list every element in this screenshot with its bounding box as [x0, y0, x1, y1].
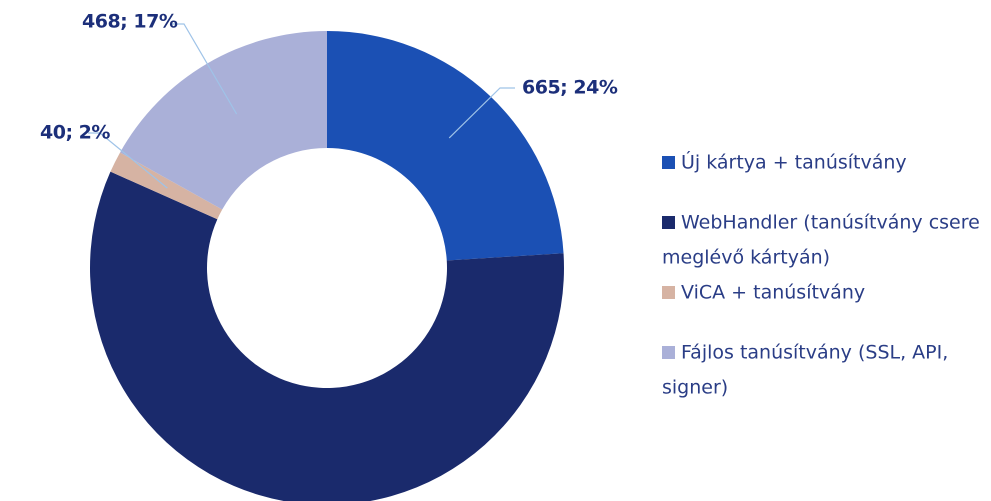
leader-line: [172, 23, 238, 115]
data-label: 665; 24%: [522, 77, 618, 99]
leader-line: [88, 132, 168, 189]
data-label: 40; 2%: [40, 122, 110, 144]
leader-line: [448, 87, 515, 139]
legend-label: Új kártya + tanúsítvány: [681, 151, 907, 174]
data-label: 468; 17%: [82, 11, 178, 33]
legend-item: WebHandler (tanúsítvány csere meglévő ká…: [662, 205, 982, 274]
legend-label: ViCA + tanúsítvány: [681, 281, 866, 304]
donut-segment: [110, 152, 223, 220]
donut-segment: [90, 171, 564, 501]
legend-label: WebHandler (tanúsítvány csere meglévő ká…: [662, 211, 980, 269]
legend-swatch: [662, 216, 675, 229]
legend-swatch: [662, 156, 675, 169]
legend-swatch: [662, 346, 675, 359]
donut-segment: [120, 31, 327, 210]
legend-swatch: [662, 286, 675, 299]
legend-item: Új kártya + tanúsítvány: [662, 145, 982, 180]
legend-item: ViCA + tanúsítvány: [662, 275, 982, 310]
legend-label: Fájlos tanúsítvány (SSL, API, signer): [662, 341, 949, 399]
donut-segment: [327, 31, 564, 261]
legend-item: Fájlos tanúsítvány (SSL, API, signer): [662, 335, 982, 404]
